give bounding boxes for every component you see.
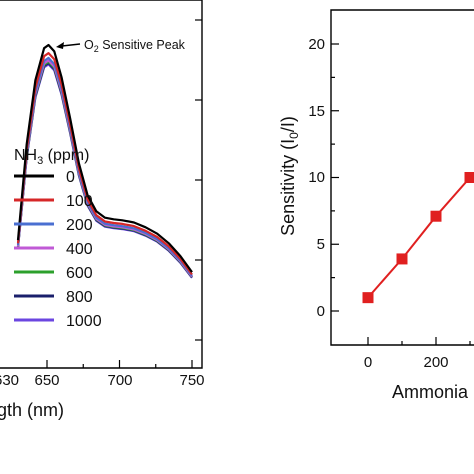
legend-label-0: 0: [66, 169, 75, 186]
right-y-axis-label: Sensitivity (I0/I): [278, 116, 301, 236]
left-x-axis-label: gth (nm): [0, 400, 64, 420]
right-y-tick-label-15: 15: [308, 103, 325, 120]
spectrum-line-100: [16, 52, 193, 276]
spectrum-line-0: [16, 43, 193, 273]
annotation-arrow-line: [61, 43, 81, 47]
sensitivity-series: [362, 172, 474, 304]
right-x-ticks: [367, 337, 471, 345]
legend-label-200: 200: [66, 217, 93, 234]
left-x-tick-label-partial: 630: [0, 372, 19, 389]
right-y-ticks: [331, 43, 339, 312]
left-x-tick-label-750: 750: [179, 372, 204, 389]
right-panel: 0 5 10 15 20 0 200 Sensitivity (I0/I) Am…: [278, 9, 474, 402]
right-y-tick-label-20: 20: [308, 36, 325, 53]
right-x-tick-label-200: 200: [423, 354, 448, 371]
right-y-tick-label-5: 5: [317, 236, 325, 253]
right-y-tick-label-0: 0: [317, 303, 325, 320]
right-x-axis-label: Ammonia: [392, 382, 469, 402]
left-x-tick-label-700: 700: [107, 372, 132, 389]
right-y-tick-label-10: 10: [308, 169, 325, 186]
legend-entries: 0 100 200 400 600 800 1000: [14, 169, 102, 330]
sensitivity-point: [430, 210, 442, 222]
legend-label-600: 600: [66, 265, 93, 282]
spectrum-line-200: [16, 56, 193, 277]
left-plot-frame: [0, 0, 203, 369]
annotation-text: O2 Sensitive Peak: [84, 38, 186, 54]
legend-label-100: 100: [66, 193, 93, 210]
left-y-ticks: [195, 19, 202, 341]
left-x-tick-label-650: 650: [34, 372, 59, 389]
legend-title: NH3 (ppm): [14, 147, 89, 167]
left-x-ticks: [46, 360, 193, 368]
right-plot-frame: [330, 9, 474, 346]
sensitivity-line: [367, 176, 471, 299]
annotation-arrowhead: [56, 42, 64, 49]
sensitivity-point: [396, 253, 408, 265]
legend-label-800: 800: [66, 289, 93, 306]
legend-label-400: 400: [66, 241, 93, 258]
sensitivity-point: [362, 292, 374, 304]
right-x-tick-label-0: 0: [364, 354, 372, 371]
left-curves: [16, 43, 193, 279]
legend: NH3 (ppm) 0 100 200 400 600 800 1000: [14, 147, 102, 330]
left-panel: 630 650 700 750 gth (nm) O2 Sensitive Pe…: [0, 0, 205, 420]
legend-label-1000: 1000: [66, 313, 102, 330]
o2-peak-annotation: O2 Sensitive Peak: [56, 38, 186, 54]
sensitivity-point: [464, 172, 474, 183]
